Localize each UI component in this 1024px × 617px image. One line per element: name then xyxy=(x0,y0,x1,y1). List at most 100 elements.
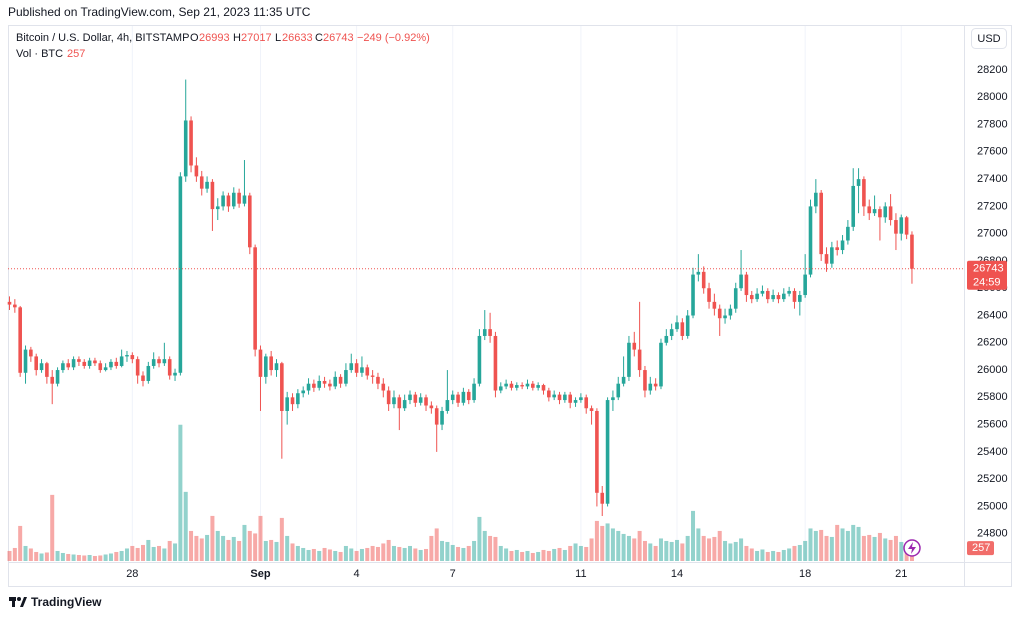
volume-bar xyxy=(803,540,808,561)
y-tick-label: 27800 xyxy=(977,118,1008,130)
candle-body xyxy=(723,315,727,319)
volume-bar xyxy=(103,554,108,561)
volume-bar xyxy=(189,530,194,561)
volume-bar xyxy=(557,547,562,561)
candle-body xyxy=(872,209,877,214)
candle-body xyxy=(835,247,839,251)
y-tick-label: 27600 xyxy=(977,146,1008,158)
candle-body xyxy=(760,290,765,294)
volume-bar xyxy=(60,552,65,561)
candle-body xyxy=(264,356,268,377)
high-label: H xyxy=(233,32,241,44)
candle-body xyxy=(771,295,775,300)
candle-body xyxy=(504,383,508,387)
y-tick-label: 28000 xyxy=(977,91,1008,103)
volume-bar xyxy=(744,545,749,561)
y-tick-label: 26400 xyxy=(977,309,1008,321)
volume-bar xyxy=(23,545,28,561)
candle-body xyxy=(418,397,423,403)
candle-body xyxy=(280,363,284,411)
volume-bar xyxy=(370,545,375,561)
volume-bar xyxy=(658,538,663,561)
candle-body xyxy=(888,206,893,221)
published-note: Published on TradingView.com, Sep 21, 20… xyxy=(8,5,311,19)
candle-body xyxy=(488,329,492,336)
x-tick-label: 4 xyxy=(354,568,360,580)
candle-body xyxy=(659,342,663,387)
candle-body xyxy=(541,385,546,391)
candle-body xyxy=(434,408,439,425)
candle-body xyxy=(573,400,578,403)
currency-button[interactable] xyxy=(971,28,1007,49)
volume-bar xyxy=(301,547,306,561)
volume-bar xyxy=(867,534,872,561)
volume-bar xyxy=(488,535,493,561)
volume-bar xyxy=(311,548,316,561)
candle-body xyxy=(664,335,669,343)
volume-bar xyxy=(440,540,445,561)
volume-bar xyxy=(39,553,44,561)
volume-bar xyxy=(813,530,818,561)
volume-bar xyxy=(12,547,17,561)
open-value: 26993 xyxy=(199,32,230,44)
volume-bar xyxy=(482,530,487,561)
candle-body xyxy=(301,390,305,394)
candle-body xyxy=(792,290,797,302)
candle-body xyxy=(498,386,503,391)
candle-body xyxy=(258,349,263,377)
candle-body xyxy=(509,383,514,388)
volume-bar xyxy=(594,520,599,561)
candle-body xyxy=(231,192,236,207)
candle-body xyxy=(397,397,402,409)
volume-bar xyxy=(124,548,129,561)
candle-body xyxy=(125,355,129,357)
candle-body xyxy=(525,383,530,387)
candle-body xyxy=(66,363,71,368)
currency-label[interactable]: USD xyxy=(977,33,1000,45)
last-volume-box xyxy=(967,541,994,556)
candle-body xyxy=(579,397,583,401)
volume-bar xyxy=(899,541,904,561)
candle-body xyxy=(178,176,183,373)
volume-bar xyxy=(178,424,183,561)
volume-bar xyxy=(835,524,840,561)
volume-bar xyxy=(279,517,284,561)
volume-bar xyxy=(562,549,567,561)
volume-bar xyxy=(359,548,364,561)
candle-body xyxy=(194,165,199,177)
candle-body xyxy=(605,400,610,504)
volume-bar xyxy=(749,548,754,561)
volume-bar xyxy=(712,536,717,561)
volume-bar xyxy=(765,551,770,561)
volume-bar xyxy=(231,536,236,561)
symbol-title: Bitcoin / U.S. Dollar, 4h, BITSTAMP xyxy=(16,32,189,44)
x-tick-label: 14 xyxy=(671,568,683,580)
candle-body xyxy=(392,397,396,405)
candle-body xyxy=(424,397,428,406)
candle-body xyxy=(189,120,193,166)
candle-body xyxy=(370,375,375,377)
candle-body xyxy=(846,226,850,241)
candle-body xyxy=(386,390,391,405)
close-label: C xyxy=(315,32,323,44)
volume-bar xyxy=(573,543,578,561)
candle-body xyxy=(13,304,17,308)
axes: 24800 25000 25200 25400 25600 25800 26000 26200… xyxy=(8,64,1008,580)
volume-bar xyxy=(776,551,781,561)
volume-bar xyxy=(34,551,39,561)
volume-bar xyxy=(605,523,610,561)
candle-body xyxy=(50,376,55,384)
volume-bar xyxy=(675,539,679,561)
candle-body xyxy=(365,367,370,376)
candle-body xyxy=(344,370,348,384)
volume-bar xyxy=(295,545,300,561)
volume-bar xyxy=(157,545,162,561)
candle-body xyxy=(221,195,225,207)
lightning-icon[interactable] xyxy=(903,539,921,557)
candle-body xyxy=(744,274,749,296)
volume-bar xyxy=(851,524,856,561)
candle-body xyxy=(707,288,711,302)
candle-body xyxy=(627,342,631,377)
volume-bar xyxy=(338,551,343,561)
y-tick-label: 28200 xyxy=(977,64,1008,76)
